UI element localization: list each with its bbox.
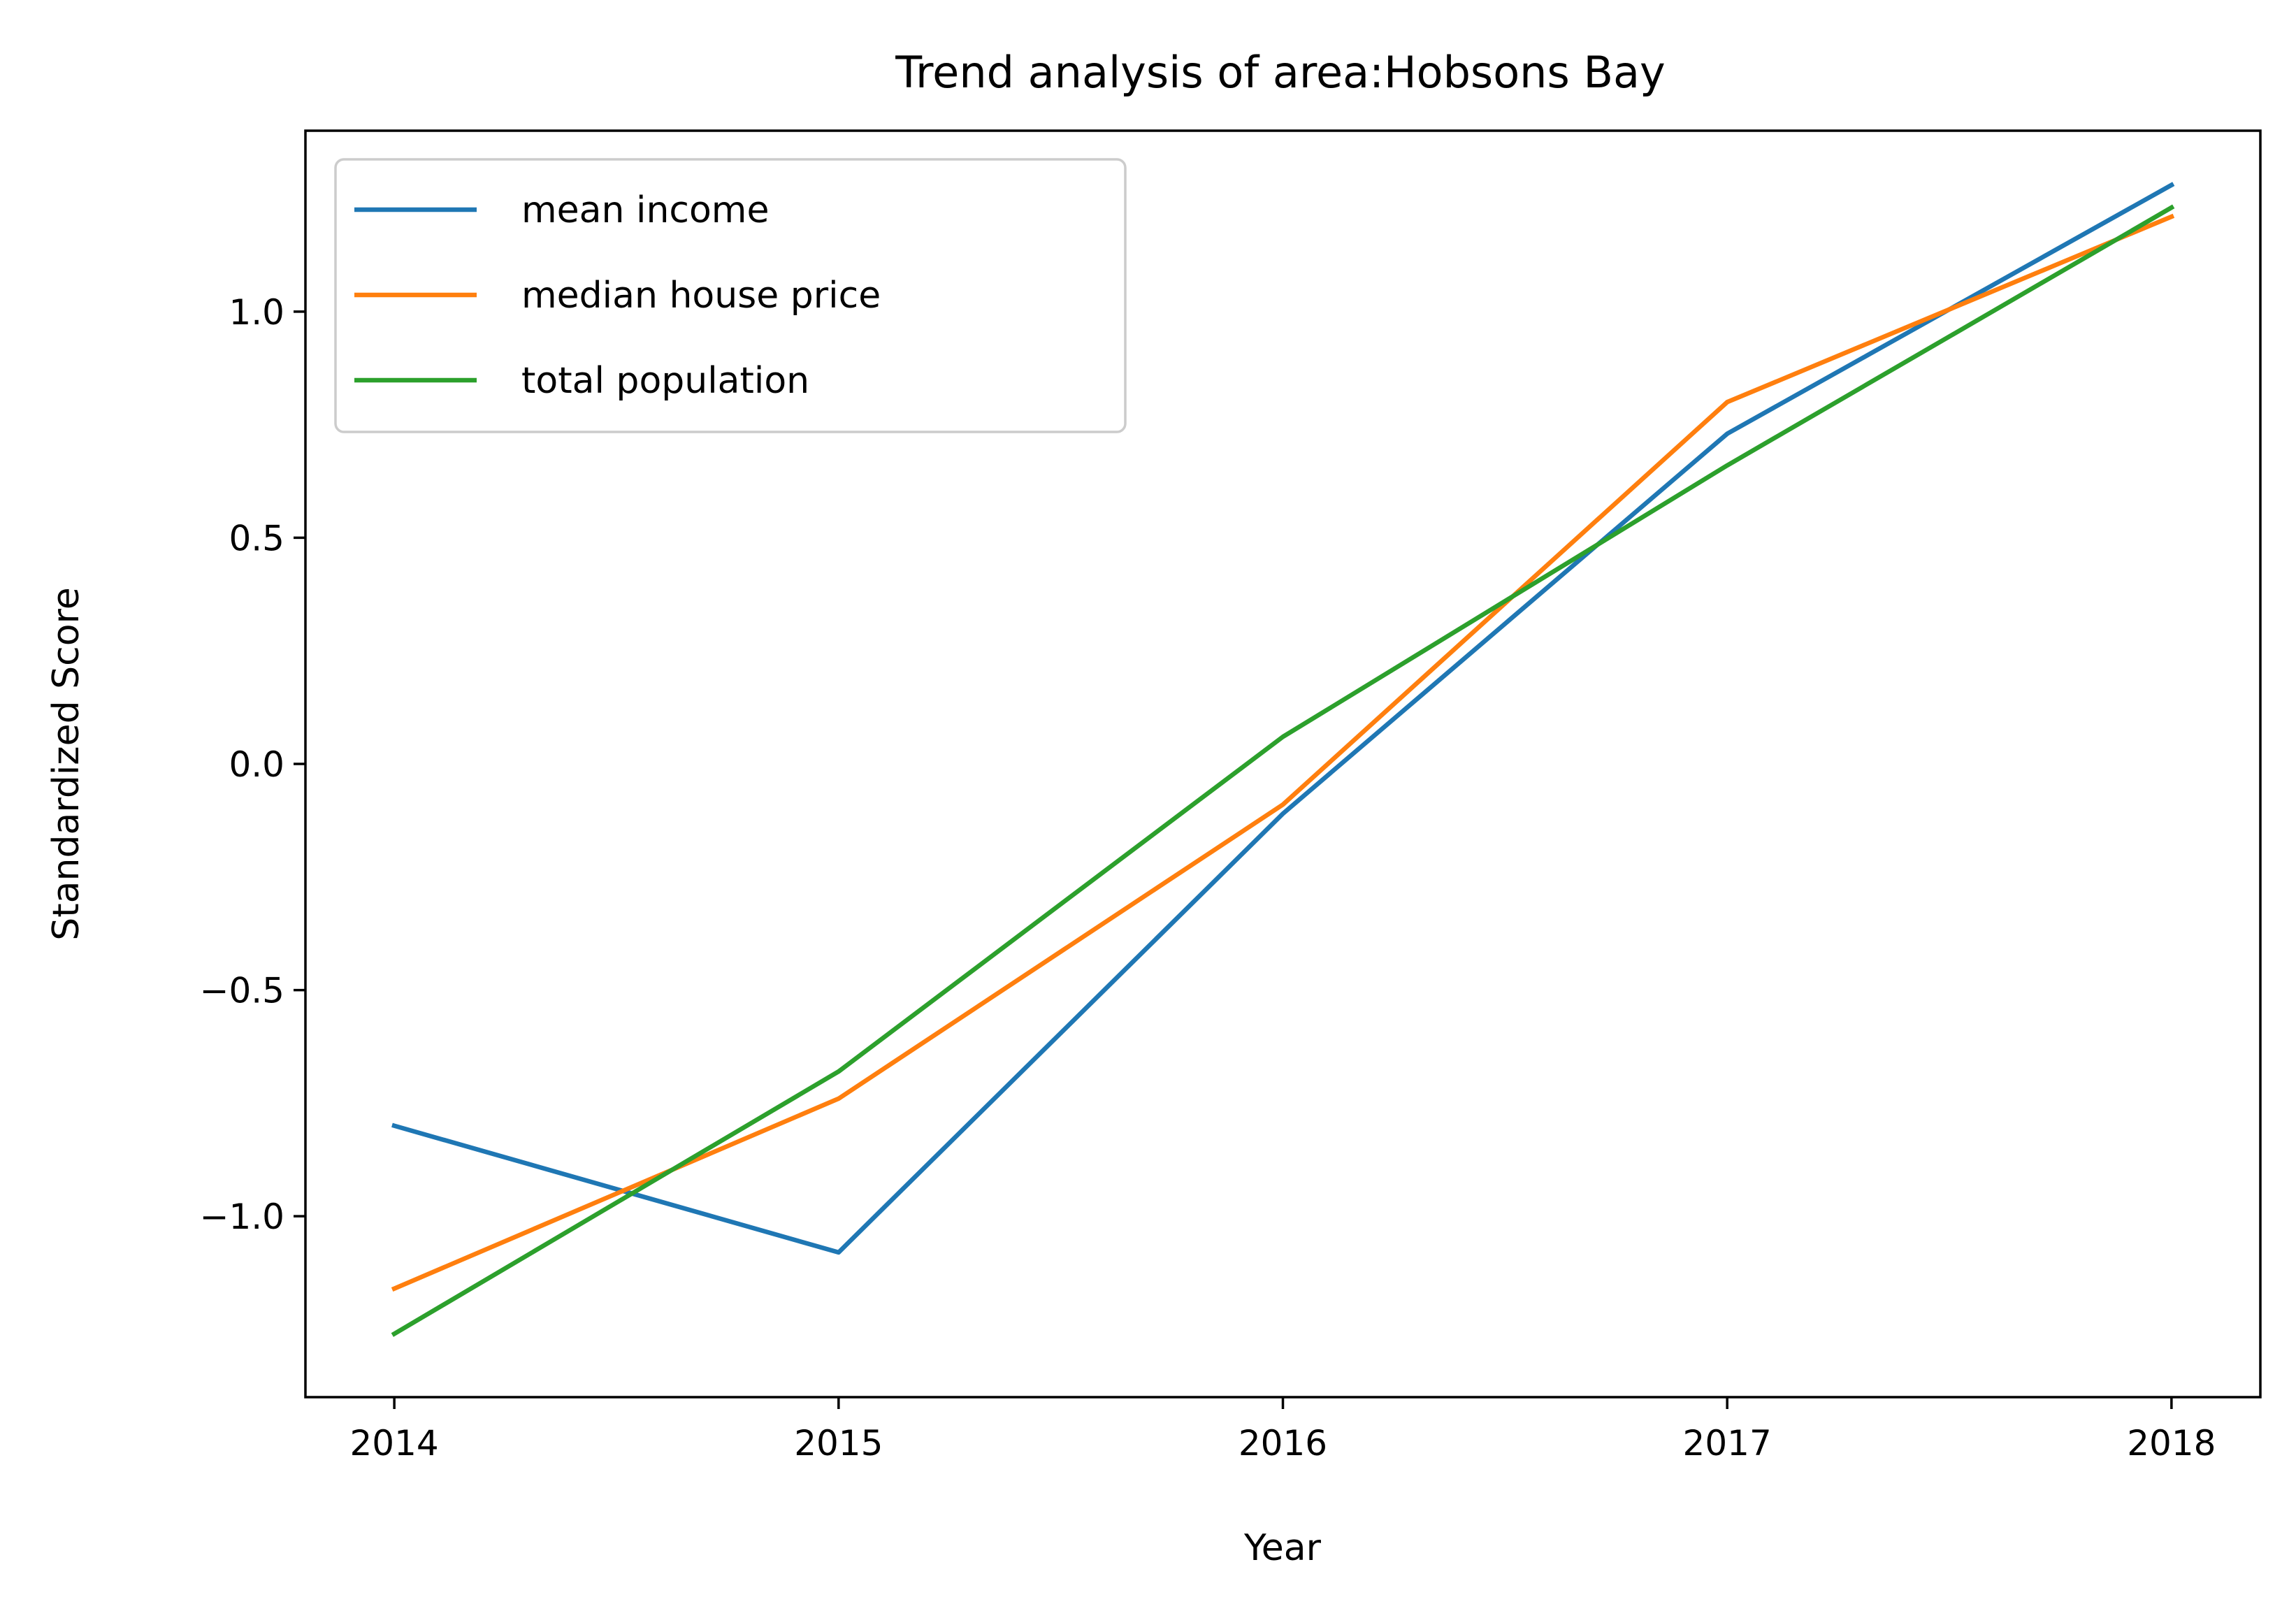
legend: mean income median house price total popul…: [334, 158, 1127, 433]
y-tick-label: 1.0: [229, 292, 284, 333]
y-tick-label: 0.0: [229, 744, 284, 785]
x-tick-label: 2016: [1239, 1423, 1327, 1464]
x-tick-label: 2017: [1683, 1423, 1772, 1464]
x-tick-label: 2014: [350, 1423, 439, 1464]
legend-box: [334, 158, 1127, 433]
legend-label: total population: [521, 360, 809, 402]
y-tick-label: −0.5: [200, 971, 284, 1011]
series-lines: [391, 182, 2175, 1337]
legend-label: mean income: [521, 189, 769, 231]
y-tick-label: 0.5: [229, 518, 284, 558]
chart-title: Trend analysis of area:Hobsons Bay: [895, 47, 1665, 98]
x-tick-label: 2018: [2127, 1423, 2216, 1464]
series-line-1: [391, 213, 2175, 1292]
series-line-0: [391, 182, 2175, 1255]
x-tick-label: 2015: [794, 1423, 883, 1464]
y-axis-label: Standardized Score: [45, 587, 87, 940]
x-axis-ticks: 2014 2015 2016 2017 2018: [350, 1397, 2216, 1464]
y-tick-label: −1.0: [200, 1197, 284, 1237]
plot-area-frame: [304, 129, 2262, 1399]
legend-label: median house price: [521, 275, 881, 317]
x-axis-label: Year: [1243, 1527, 1322, 1569]
y-axis-ticks: −1.0 −0.5 0.0 0.5 1.0: [200, 292, 305, 1237]
series-line-2: [391, 204, 2175, 1337]
